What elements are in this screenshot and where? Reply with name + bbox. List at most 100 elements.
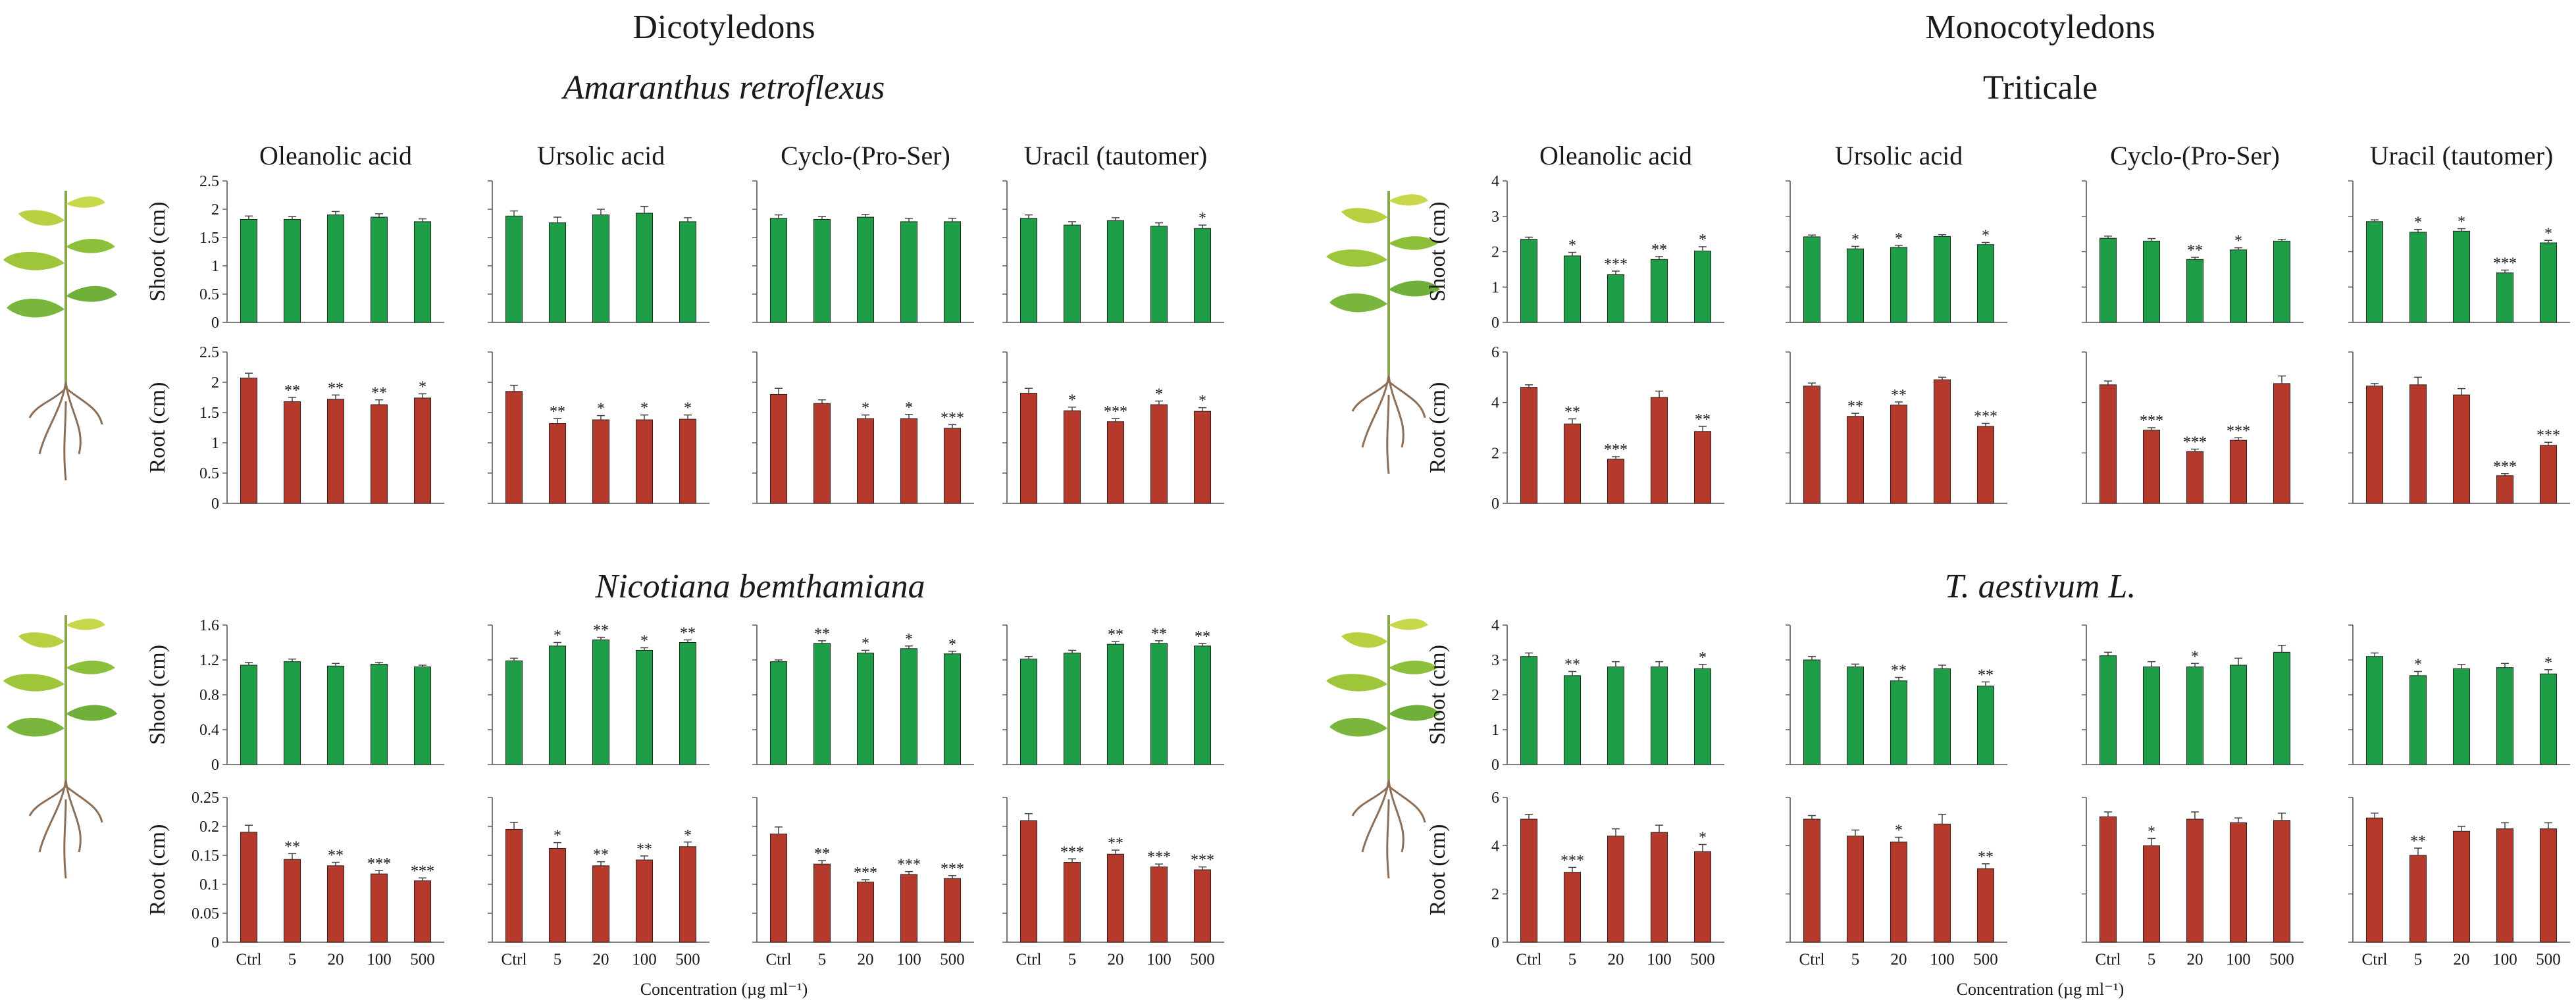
bar	[2409, 855, 2427, 943]
bar	[1607, 836, 1625, 943]
x-tick-label: 5	[818, 951, 827, 969]
y-tick-label: 3	[1491, 652, 1499, 669]
panel-5: ** * * *	[488, 351, 709, 504]
bar	[2365, 221, 2384, 323]
significance-label: *	[554, 628, 561, 645]
bar	[2099, 384, 2117, 504]
bar	[1933, 668, 1951, 765]
x-tick-label: 500	[2536, 951, 2561, 969]
bar	[1933, 236, 1951, 323]
panel-15: Ctrl *** 5 ** 20 *** 100 *** 500	[1002, 797, 1224, 969]
x-tick-label: 100	[896, 951, 921, 969]
bar	[635, 213, 654, 323]
bar	[548, 423, 567, 504]
bar	[240, 218, 258, 323]
x-tick-label: 100	[632, 951, 657, 969]
bar	[1803, 386, 1821, 504]
y-tick-label: 0.2	[199, 819, 219, 836]
significance-label: *	[2148, 823, 2155, 840]
bar	[1846, 836, 1865, 943]
panel-17: Ursolic acid * * *	[1786, 141, 2007, 323]
bar	[1846, 248, 1865, 323]
significance-label: **	[1978, 667, 1994, 684]
bar	[1520, 819, 1538, 943]
y-axis-label: Root (cm)	[1426, 824, 1450, 916]
bar	[679, 221, 697, 323]
species-title-nicotiana: Nicotiana bemthamiana	[594, 568, 925, 605]
bar	[1193, 869, 1212, 943]
significance-label: *	[684, 827, 692, 844]
bar	[900, 874, 918, 943]
significance-label: *	[905, 631, 913, 648]
significance-label: *	[1699, 830, 1707, 847]
bar	[1019, 218, 1038, 323]
y-tick-label: 0.25	[192, 790, 219, 807]
significance-label: *	[1895, 230, 1903, 247]
y-axis-label: Root (cm)	[1426, 382, 1450, 474]
significance-label: **	[1108, 835, 1123, 852]
bar	[1520, 239, 1538, 323]
species-title-triticale: Triticale	[1983, 69, 2098, 107]
bar	[943, 221, 962, 323]
significance-label: *	[1155, 386, 1163, 403]
bar	[1563, 255, 1582, 323]
bar	[283, 401, 301, 504]
bar	[1650, 832, 1668, 943]
significance-label: **	[680, 625, 696, 642]
bar	[2142, 667, 2161, 765]
bar	[592, 214, 610, 323]
compound-title: Cyclo-(Pro-Ser)	[781, 141, 950, 170]
y-axis-label: Root (cm)	[145, 382, 170, 474]
bar	[635, 649, 654, 765]
chart-panels: Oleanolic acid Shoot (cm) 0 0.5 1 1.5 2 2.5 Urso…	[145, 141, 2570, 969]
y-tick-label: 0	[1491, 934, 1499, 951]
x-tick-label: 100	[1146, 951, 1172, 969]
bar	[2452, 230, 2471, 323]
bar	[2229, 665, 2248, 765]
bar	[1063, 410, 1081, 504]
bar	[1193, 411, 1212, 504]
panel-27: * *	[2348, 624, 2570, 765]
bar	[240, 665, 258, 765]
x-tick-label: 20	[1608, 951, 1624, 969]
bar	[1976, 244, 1995, 323]
compound-title: Oleanolic acid	[1539, 141, 1692, 170]
bar	[505, 215, 523, 323]
significance-label: ***	[2493, 459, 2517, 476]
bar	[1890, 842, 1908, 943]
bar	[1106, 853, 1125, 943]
bar	[2409, 384, 2427, 504]
bar	[1693, 668, 1712, 765]
x-tick-label: 500	[410, 951, 435, 969]
bar	[1563, 675, 1582, 765]
bar	[900, 221, 918, 323]
bar	[283, 661, 301, 765]
x-tick-label: Ctrl	[1799, 951, 1825, 969]
y-tick-label: 2	[1491, 445, 1499, 462]
bar	[1650, 667, 1668, 765]
significance-label: *	[1851, 231, 1859, 248]
bar	[413, 221, 432, 323]
x-tick-label: Ctrl	[2362, 951, 2388, 969]
bar	[592, 419, 610, 504]
significance-label: *	[905, 399, 913, 416]
x-tick-label: 5	[2414, 951, 2423, 969]
compound-title: Ursolic acid	[1835, 141, 1963, 170]
bar	[2539, 242, 2558, 323]
x-tick-label: 5	[1568, 951, 1577, 969]
bar	[283, 859, 301, 943]
bar	[505, 391, 523, 504]
bar	[856, 881, 875, 943]
bar	[1520, 387, 1538, 504]
x-tick-label: Ctrl	[502, 951, 527, 969]
panel-21: *******	[1786, 351, 2007, 504]
y-tick-label: 6	[1491, 790, 1499, 807]
panel-18: Cyclo-(Pro-Ser)***	[2082, 141, 2304, 323]
y-tick-label: 1	[211, 435, 219, 452]
bar	[2099, 238, 2117, 323]
significance-label: **	[1695, 411, 1711, 428]
bar	[2496, 667, 2514, 765]
bar	[2273, 820, 2291, 943]
x-tick-label: 20	[2454, 951, 2470, 969]
